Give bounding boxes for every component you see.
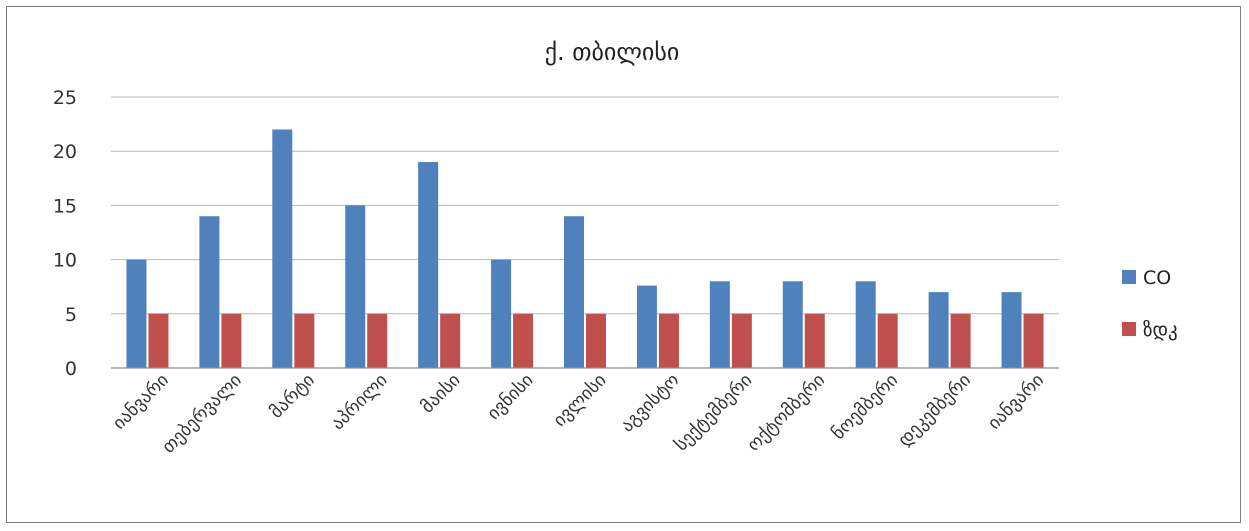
legend-swatch-0: [1122, 270, 1136, 284]
bar-zdk-7: [658, 313, 679, 368]
bar-zdk-6: [586, 313, 606, 368]
bar-zdk-10: [877, 313, 898, 368]
y-tick-label: 5: [65, 304, 77, 326]
bar-co-6: [564, 216, 584, 368]
bar-co-11: [928, 292, 949, 368]
bar-zdk-12: [1023, 313, 1044, 368]
y-tick-label: 10: [53, 250, 77, 272]
bar-zdk-0: [148, 313, 169, 368]
bar-zdk-11: [950, 313, 971, 368]
bar-co-3: [345, 205, 366, 368]
y-tick-label: 25: [53, 87, 77, 109]
bar-zdk-8: [731, 313, 752, 368]
bar-co-2: [272, 129, 293, 368]
y-axis-ticks: 0 5 10 15 20 25: [53, 87, 77, 380]
bar-zdk-9: [804, 313, 825, 368]
x-category-label: იანვარი: [984, 370, 1048, 434]
x-category-label: მარტი: [266, 370, 319, 423]
x-category-label: ოქტომბერი: [743, 370, 829, 456]
legend-swatch-1: [1122, 322, 1136, 336]
chart-title: ქ. თბილისი: [545, 38, 680, 66]
x-category-label: დეკემბერი: [894, 370, 975, 451]
x-category-label: მაისი: [417, 370, 465, 418]
legend: CO ზდკ: [1122, 267, 1178, 341]
bar-co-9: [782, 281, 803, 368]
y-tick-label: 0: [65, 358, 77, 380]
bar-zdk-3: [367, 313, 388, 368]
x-category-label: აგვისტო: [617, 370, 684, 437]
y-tick-label: 20: [53, 141, 77, 163]
bar-co-8: [709, 281, 730, 368]
bar-co-5: [491, 259, 512, 368]
bar-zdk-2: [294, 313, 315, 368]
bar-co-12: [1001, 292, 1022, 368]
y-tick-label: 15: [53, 195, 77, 217]
bar-co-10: [855, 281, 876, 368]
chart-frame: ქ. თბილისი 0 5 10 15 20 25 იანვარი თებერვალი მა…: [6, 6, 1241, 523]
bar-co-4: [418, 162, 439, 368]
x-category-label: აპრილი: [327, 370, 392, 435]
x-category-label: ივლისი: [549, 370, 610, 431]
x-category-label: იანვარი: [109, 370, 173, 434]
bar-co-0: [126, 259, 147, 368]
bar-zdk-5: [513, 313, 534, 368]
bars: [126, 129, 1044, 368]
x-category-label: ივნისი: [483, 370, 537, 424]
bar-zdk-1: [221, 313, 242, 368]
x-category-label: ნოემბერი: [828, 370, 902, 444]
bar-zdk-4: [440, 313, 461, 368]
bar-co-1: [199, 216, 220, 368]
legend-label-0: CO: [1143, 267, 1171, 289]
legend-label-1: ზდკ: [1143, 319, 1178, 341]
bar-co-7: [636, 285, 657, 368]
gridlines: [111, 96, 1059, 315]
